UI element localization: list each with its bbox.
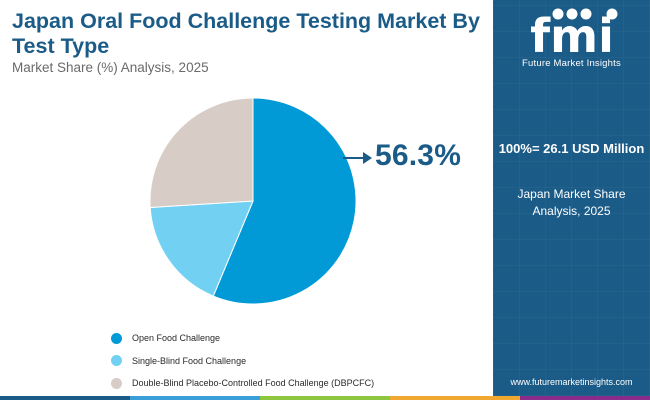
legend-swatch-2 xyxy=(111,377,122,389)
website-link[interactable]: www.futuremarketinsights.com xyxy=(510,377,633,387)
legend-item-2: Double-Blind Placebo-Controlled Food Cha… xyxy=(111,376,374,390)
legend-label-1: Single-Blind Food Challenge xyxy=(132,355,247,366)
bottom-bar-segment-0 xyxy=(0,396,130,400)
bottom-bar-segment-4 xyxy=(520,396,650,400)
legend-label-0: Open Food Challenge xyxy=(132,333,221,343)
market-total: 100%= 26.1 USD Million xyxy=(498,141,645,156)
bottom-bar-segment-1 xyxy=(130,396,260,400)
legend-label-2: Double-Blind Placebo-Controlled Food Cha… xyxy=(132,378,375,388)
fmi-logo: fmi xyxy=(530,8,618,58)
chart-area: Japan Oral Food Challenge Testing Market… xyxy=(12,9,480,399)
chart-subtitle: Market Share (%) Analysis, 2025 xyxy=(12,60,209,75)
legend-item-0: Open Food Challenge xyxy=(111,331,374,345)
market-total-subtitle: Japan Market Share Analysis, 2025 xyxy=(517,187,626,218)
bottom-bar-segment-2 xyxy=(260,396,390,400)
legend: Open Food Challenge Single-Blind Food Cha… xyxy=(111,331,374,399)
sidebar-background-grid xyxy=(493,0,650,396)
sidebar: fmi Future Market Insights 100%= 26.1 US… xyxy=(493,0,650,396)
bottom-bar-segment-3 xyxy=(390,396,520,400)
pie-slice-0 xyxy=(212,97,357,305)
logo-caption: Future Market Insights xyxy=(522,58,621,69)
legend-item-1: Single-Blind Food Challenge xyxy=(111,354,374,368)
pie-chart xyxy=(149,97,357,305)
pie-slice-2 xyxy=(149,97,254,208)
arrow-right-icon xyxy=(343,152,372,164)
bottom-color-bar xyxy=(0,396,650,400)
chart-title: Japan Oral Food Challenge Testing Market… xyxy=(12,9,480,58)
pie-slice-1 xyxy=(149,200,254,297)
legend-swatch-0 xyxy=(111,332,122,344)
callout-value: 56.3% xyxy=(375,139,462,172)
legend-swatch-1 xyxy=(111,355,122,366)
